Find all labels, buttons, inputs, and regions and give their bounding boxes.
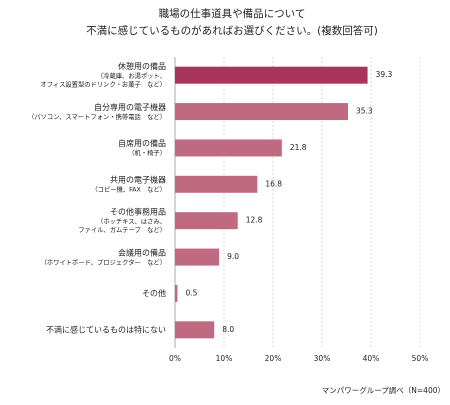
category-note: ファイル、ガムテープ など） [78, 225, 166, 234]
bar [175, 212, 238, 230]
category-label: 不満に感じているものは特にない [46, 324, 166, 334]
category-note: オフィス設置型のドリンク・お菓子 など） [40, 80, 166, 89]
source-note: マンパワーグループ調べ（N=400） [322, 385, 445, 395]
bar [175, 103, 348, 121]
value-label: 16.8 [265, 179, 282, 188]
value-label: 8.0 [222, 325, 234, 334]
category-label: 会議用の備品 [118, 247, 166, 257]
value-label: 12.8 [246, 216, 263, 225]
chart-title: 不満に感じているものがあればお選びください。(複数回答可) [86, 24, 378, 37]
value-label: 21.8 [290, 143, 307, 152]
value-label: 39.3 [376, 70, 393, 79]
bar [175, 321, 215, 339]
category-label: 共用の電子機器 [110, 175, 166, 185]
bar [175, 248, 220, 266]
category-label: 自席用の備品 [118, 138, 166, 148]
category-note: （パソコン、スマートフォン・携帯電話 など） [28, 112, 166, 121]
category-note: （コピー機、FAX など） [91, 185, 166, 194]
x-tick-label: 30% [314, 354, 331, 363]
x-tick-label: 10% [216, 354, 233, 363]
value-label: 0.5 [185, 288, 197, 297]
x-tick-label: 50% [412, 354, 429, 363]
category-note: （冷蔵庫、お湯ポット、 [97, 71, 166, 80]
category-label: その他 [142, 288, 166, 298]
category-label: その他事務用品 [110, 207, 166, 217]
category-label: 休憩用の備品 [118, 61, 166, 71]
bar [175, 175, 258, 193]
category-note: （ホッチキス、はさみ、 [97, 218, 166, 226]
bar [175, 66, 368, 84]
category-label: 自分専用の電子機器 [94, 102, 166, 112]
category-note: （机・椅子） [128, 148, 166, 157]
category-note: （ホワイトボード、プロジェクター など） [41, 257, 166, 266]
value-label: 35.3 [356, 107, 373, 116]
value-label: 9.0 [227, 252, 239, 261]
bar [175, 139, 282, 157]
bar [175, 284, 178, 302]
chart-title: 職場の仕事道具や備品について [159, 7, 306, 20]
x-tick-label: 20% [265, 354, 282, 363]
x-tick-label: 0% [169, 354, 181, 363]
x-tick-label: 40% [363, 354, 380, 363]
